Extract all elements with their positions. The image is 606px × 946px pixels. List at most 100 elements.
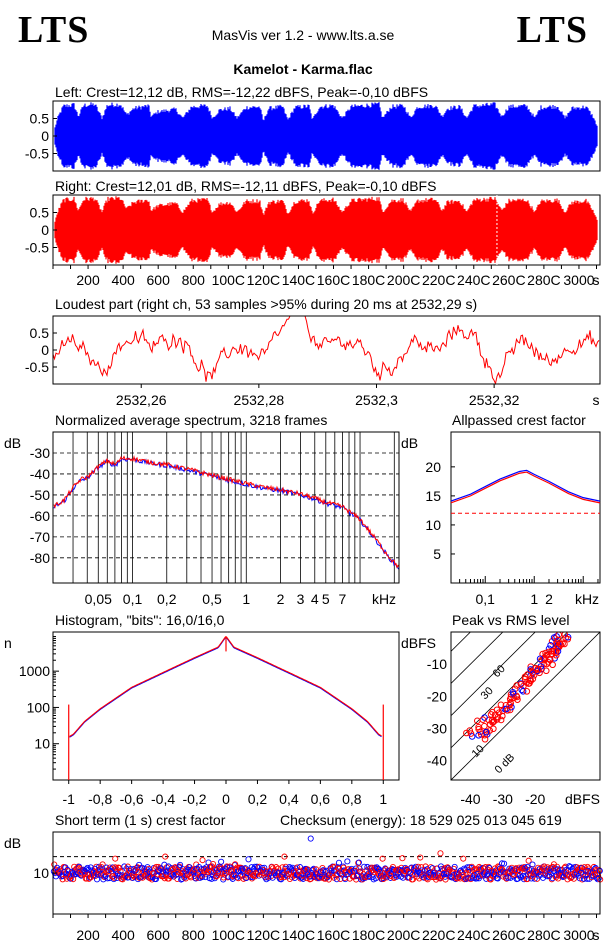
waveform-ytick-label: 0	[41, 222, 49, 238]
allpass-xtick-label: kHz	[575, 591, 599, 607]
shortcrest-point	[51, 861, 58, 868]
histogram-ytick-label: 1000	[19, 663, 50, 679]
peakrms-point	[543, 660, 551, 668]
spectrum-series-left	[53, 457, 399, 570]
spectrum-ytick-label: -50	[30, 487, 50, 503]
shortcrest-point	[210, 860, 217, 868]
time-tick-label: 200C	[387, 272, 420, 288]
shortcrest-point	[548, 865, 555, 872]
time-tick-label: 280C	[527, 272, 560, 288]
shortcrest-point	[218, 858, 225, 865]
allpass-xtick-label: 1	[530, 591, 538, 607]
peakrms-point	[517, 680, 525, 688]
time-tick-label: 240C	[457, 272, 490, 288]
shortcrest-point	[117, 868, 124, 875]
peakrms-point	[481, 722, 488, 730]
loudest-xtick-label: 2532,32	[469, 392, 520, 408]
spectrum-xtick-label: 0,05	[85, 591, 112, 607]
histogram-ylabel: n	[4, 635, 12, 651]
histogram-title: Histogram, "bits": 16,0/16,0	[55, 612, 225, 628]
loudest-xtick-label: s	[593, 392, 600, 408]
shortcrest-point	[595, 875, 602, 882]
shortcrest-xtick-label: 180C	[352, 927, 385, 943]
time-tick-label: s	[593, 272, 600, 288]
lts-logo-right: LTS	[516, 9, 588, 51]
peakrms-ytick-label: -30	[427, 721, 447, 737]
shortcrest-point	[417, 854, 424, 861]
shortcrest-title: Short term (1 s) crest factor	[55, 812, 226, 828]
shortcrest-xtick-label: 200	[76, 927, 100, 943]
histogram-xtick-label: -0,6	[120, 791, 144, 807]
app-title: MasVis ver 1.2 - www.lts.a.se	[211, 27, 395, 43]
spectrum-ytick-label: -40	[30, 466, 50, 482]
spectrum-xtick-label: 5	[322, 591, 330, 607]
shortcrest-point	[99, 861, 106, 868]
allpass-ytick-label: 20	[425, 459, 441, 475]
shortcrest-point	[418, 864, 425, 871]
histogram-xtick-label: -1	[63, 791, 76, 807]
waveform-ytick-label: -0.5	[25, 146, 49, 162]
checksum-label: Checksum (energy): 18 529 025 013 045 61…	[280, 812, 562, 828]
peakrms-point	[542, 667, 550, 675]
histogram-xtick-label: 1	[379, 791, 387, 807]
shortcrest-point	[565, 867, 572, 874]
shortcrest-point	[202, 874, 209, 881]
allpass-ytick-label: 5	[433, 546, 441, 562]
spectrum-ytick-label: -80	[30, 550, 50, 566]
shortcrest-point	[393, 873, 400, 880]
peakrms-point	[482, 728, 490, 736]
time-tick-label: 220C	[422, 272, 455, 288]
peakrms-point	[491, 717, 498, 725]
histogram-xtick-label: 0,6	[311, 791, 331, 807]
shortcrest-point	[335, 859, 342, 866]
allpass-xtick-label: 2	[545, 591, 553, 607]
shortcrest-xtick-label: 280C	[527, 927, 560, 943]
waveform-left-signal	[54, 102, 598, 170]
shortcrest-point	[544, 873, 551, 880]
loudest-xtick-label: 2532,26	[116, 392, 167, 408]
allpass-title: Allpassed crest factor	[452, 412, 586, 428]
allpass-series-right	[450, 471, 601, 504]
peakrms-ytick-label: -20	[427, 688, 447, 704]
shortcrest-xtick-label: 600	[147, 927, 171, 943]
shortcrest-point	[461, 876, 468, 883]
peakrms-point	[473, 717, 481, 725]
peakrms-point	[542, 649, 549, 657]
waveform-ytick-label: 0.5	[30, 205, 50, 221]
shortcrest-point	[172, 864, 179, 871]
peakrms-point	[561, 640, 568, 648]
time-tick-label: 100C	[212, 272, 245, 288]
peakrms-ytick-label: -10	[427, 656, 447, 672]
histogram-xtick-label: 0,2	[248, 791, 268, 807]
waveform-ytick-label: -0.5	[25, 240, 49, 256]
waveform-ytick-label: 0.5	[30, 111, 50, 127]
spectrum-series-right	[53, 454, 399, 569]
shortcrest-ylabel: dB	[4, 835, 21, 851]
shortcrest-point	[525, 857, 532, 864]
histogram-ytick-label: 10	[34, 736, 50, 752]
shortcrest-xtick-label: 100C	[212, 927, 245, 943]
shortcrest-point	[485, 863, 492, 870]
shortcrest-point	[251, 863, 258, 870]
allpass-ytick-label: 10	[425, 517, 441, 533]
peakrms-point	[533, 667, 541, 675]
shortcrest-xtick-label: 260C	[492, 927, 525, 943]
spectrum-ytick-label: -70	[30, 529, 50, 545]
peakrms-point	[519, 687, 527, 695]
histogram-series-right	[69, 636, 382, 737]
peakrms-point	[564, 635, 572, 643]
shortcrest-point	[415, 863, 422, 870]
shortcrest-xtick-label: 400	[111, 927, 135, 943]
histogram-ytick-label: 100	[27, 699, 51, 715]
shortcrest-point	[441, 871, 448, 878]
shortcrest-point	[342, 876, 349, 883]
peakrms-diag-label: 30	[479, 685, 496, 702]
shortcrest-point	[67, 875, 74, 882]
histogram-xtick-label: 0,8	[342, 791, 362, 807]
spectrum-slope-line	[53, 10, 399, 72]
allpass-ytick-label: 15	[425, 488, 441, 504]
spectrum-title: Normalized average spectrum, 3218 frames	[55, 412, 327, 428]
time-tick-label: 140C	[282, 272, 315, 288]
shortcrest-point	[494, 875, 501, 882]
peakrms-point	[467, 730, 475, 737]
